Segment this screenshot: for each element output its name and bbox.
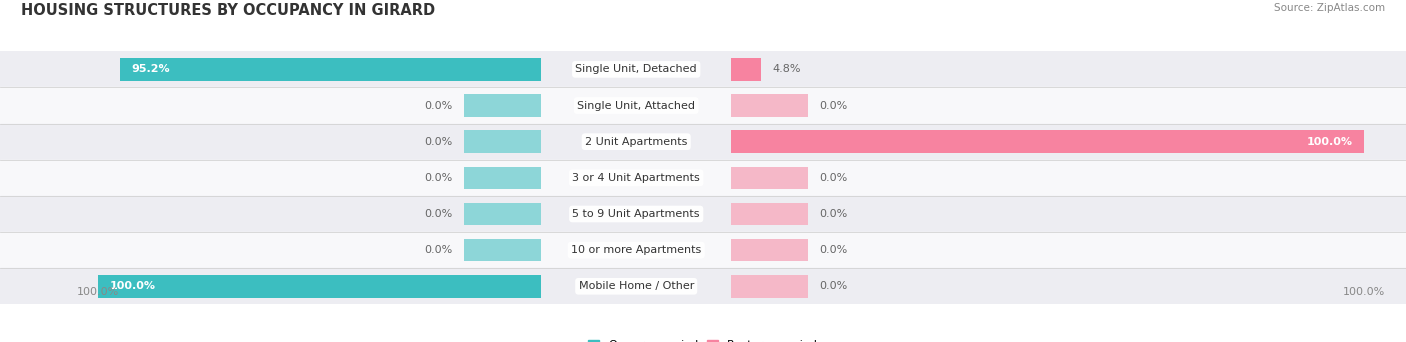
Text: 2 Unit Apartments: 2 Unit Apartments <box>585 137 688 147</box>
Bar <box>731 131 1364 153</box>
Bar <box>464 131 541 153</box>
Text: HOUSING STRUCTURES BY OCCUPANCY IN GIRARD: HOUSING STRUCTURES BY OCCUPANCY IN GIRAR… <box>21 3 436 18</box>
Bar <box>731 58 762 81</box>
Text: Mobile Home / Other: Mobile Home / Other <box>578 281 695 291</box>
Text: 5 to 9 Unit Apartments: 5 to 9 Unit Apartments <box>572 209 700 219</box>
Bar <box>731 275 808 298</box>
Text: 0.0%: 0.0% <box>425 173 453 183</box>
Text: 100.0%: 100.0% <box>1306 137 1353 147</box>
Bar <box>0 232 1406 268</box>
Text: 4.8%: 4.8% <box>773 64 801 74</box>
Bar <box>731 203 808 225</box>
Text: 10 or more Apartments: 10 or more Apartments <box>571 245 702 255</box>
Text: 0.0%: 0.0% <box>425 137 453 147</box>
Bar <box>0 123 1406 160</box>
Bar <box>464 94 541 117</box>
Text: 3 or 4 Unit Apartments: 3 or 4 Unit Apartments <box>572 173 700 183</box>
Bar <box>464 167 541 189</box>
Bar <box>120 58 541 81</box>
Text: 0.0%: 0.0% <box>820 281 848 291</box>
Bar <box>731 94 808 117</box>
Bar <box>731 167 808 189</box>
Bar <box>731 239 808 261</box>
Bar <box>0 160 1406 196</box>
Text: 0.0%: 0.0% <box>820 245 848 255</box>
Text: 100.0%: 100.0% <box>1343 287 1385 297</box>
Text: 0.0%: 0.0% <box>425 101 453 110</box>
Text: 0.0%: 0.0% <box>425 245 453 255</box>
Text: 0.0%: 0.0% <box>820 173 848 183</box>
Text: Source: ZipAtlas.com: Source: ZipAtlas.com <box>1274 3 1385 13</box>
Text: 95.2%: 95.2% <box>131 64 170 74</box>
Bar <box>98 275 541 298</box>
Bar <box>0 51 1406 88</box>
Text: Single Unit, Attached: Single Unit, Attached <box>578 101 695 110</box>
Bar <box>0 196 1406 232</box>
Bar <box>0 88 1406 123</box>
Text: 100.0%: 100.0% <box>110 281 156 291</box>
Legend: Owner-occupied, Renter-occupied: Owner-occupied, Renter-occupied <box>583 336 823 342</box>
Text: 0.0%: 0.0% <box>425 209 453 219</box>
Bar <box>464 239 541 261</box>
Text: 0.0%: 0.0% <box>820 101 848 110</box>
Bar <box>0 268 1406 304</box>
Bar <box>464 203 541 225</box>
Text: 100.0%: 100.0% <box>77 287 120 297</box>
Text: Single Unit, Detached: Single Unit, Detached <box>575 64 697 74</box>
Text: 0.0%: 0.0% <box>820 209 848 219</box>
